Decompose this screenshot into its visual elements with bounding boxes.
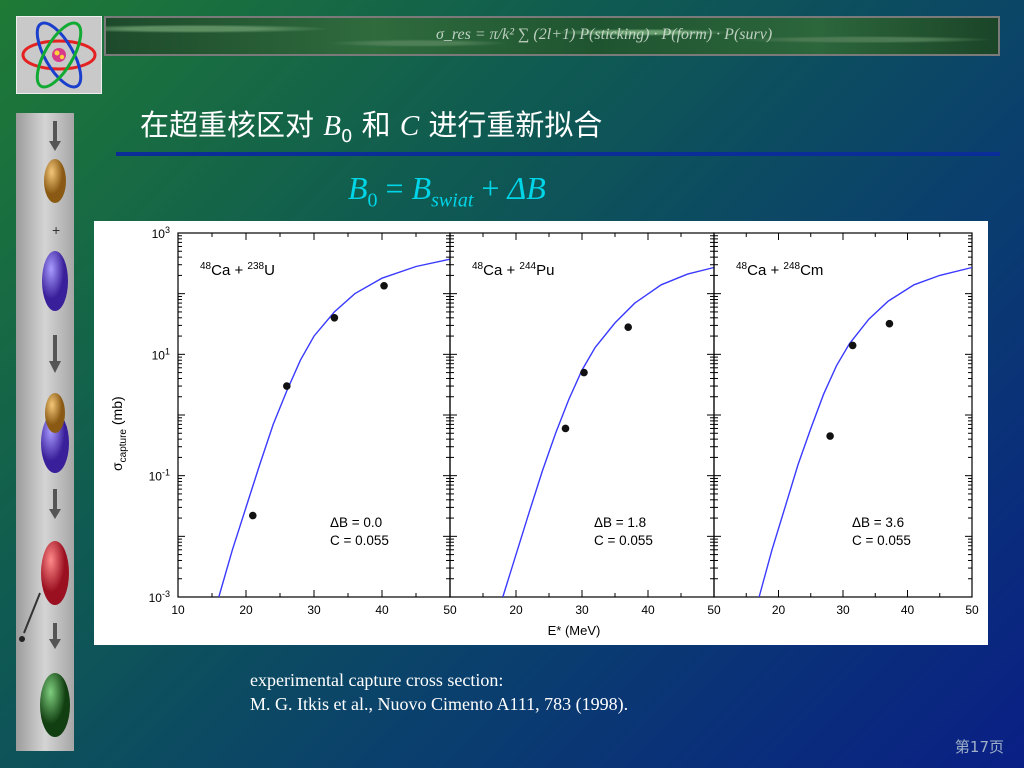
x-tick-label: 10 — [171, 603, 185, 617]
panel-frame-1 — [177, 232, 451, 598]
y-tick-label: 10-3 — [149, 589, 170, 605]
panel-frame-3 — [713, 232, 973, 598]
formula-lhs: B — [348, 170, 368, 206]
data-point — [885, 319, 894, 328]
reaction-label-1: 48Ca + 238U — [200, 261, 275, 279]
x-tick-label: 40 — [901, 603, 915, 617]
data-point — [826, 432, 834, 440]
model-curve-1 — [218, 258, 451, 598]
data-point — [249, 511, 257, 520]
x-tick-label: 40 — [375, 603, 389, 617]
x-tick-label: 50 — [707, 603, 721, 617]
c-value-label-1: C = 0.055 — [330, 533, 389, 548]
title-suffix: 进行重新拟合 — [428, 108, 603, 142]
formula-plus: + — [481, 170, 500, 206]
formula-lhs-sub: 0 — [367, 189, 378, 212]
atom-logo — [16, 16, 102, 94]
caption-line-1: experimental capture cross section: — [250, 670, 504, 690]
x-tick-label: 20 — [239, 603, 253, 617]
title-and: 和 — [361, 108, 391, 142]
b0-formula: B0 = Bswiat + ΔB — [348, 170, 546, 212]
title-prefix: 在超重核区对 — [140, 108, 315, 142]
x-tick-label: 20 — [772, 603, 786, 617]
c-value-label-2: C = 0.055 — [594, 533, 653, 548]
x-axis-label: E* (MeV) — [548, 623, 601, 638]
header-banner: σ_res = π/k² ∑ (2l+1) P(sticking) · P(fo… — [104, 16, 1000, 56]
decay-chain-graphic: + neutron — [2, 121, 70, 737]
title-b-subscript: 0 — [340, 125, 353, 147]
banner-formula: σ_res = π/k² ∑ (2l+1) P(sticking) · P(fo… — [436, 26, 773, 43]
formula-equals: = — [385, 170, 404, 206]
x-tick-label: 50 — [443, 603, 457, 617]
delta-b-label-3: ΔB = 3.6 — [852, 515, 904, 530]
slide-title: 在超重核区对 B0 和 C 进行重新拟合 — [140, 102, 602, 147]
formula-delta: ΔB — [507, 170, 546, 206]
data-point — [380, 281, 388, 290]
y-tick-label: 10-1 — [149, 468, 170, 484]
formula-rhs: B — [411, 170, 432, 206]
svg-text:+: + — [52, 222, 60, 238]
x-tick-label: 30 — [307, 603, 321, 617]
x-tick-label: 50 — [965, 603, 979, 617]
capture-cross-section-chart: 10 20 30 40 50 48Ca + 238U ΔB = 0.0 C = 0.055 20… — [109, 225, 979, 638]
reaction-label-2: 48Ca + 244Pu — [472, 261, 554, 279]
title-c-variable: C — [399, 110, 420, 142]
atom-icon — [21, 21, 97, 89]
formula-rhs-sub: swiat — [431, 189, 474, 212]
panel-frame-2 — [449, 232, 715, 598]
y-tick-label: 103 — [152, 225, 170, 241]
x-tick-label: 30 — [575, 603, 589, 617]
figure-caption: experimental capture cross section: M. G… — [250, 668, 628, 716]
model-curve-3 — [758, 266, 973, 598]
page-number: 第17页 — [954, 738, 1004, 756]
data-point — [848, 341, 857, 350]
delta-b-label-2: ΔB = 1.8 — [594, 515, 646, 530]
capture-cross-section-figure: 10 20 30 40 50 48Ca + 238U ΔB = 0.0 C = 0.055 20… — [94, 221, 988, 645]
arrow-icons — [49, 121, 61, 649]
c-value-label-3: C = 0.055 — [852, 533, 911, 548]
data-point — [580, 368, 588, 377]
caption-line-2: M. G. Itkis et al., Nuovo Cimento A111, … — [250, 694, 629, 714]
data-point — [330, 314, 339, 322]
data-point — [561, 424, 570, 433]
x-tick-label: 20 — [509, 603, 523, 617]
y-axis-label: σcapture (mb) — [109, 396, 129, 471]
data-point — [283, 382, 291, 390]
x-tick-label: 30 — [836, 603, 850, 617]
reaction-label-3: 48Ca + 248Cm — [736, 261, 823, 279]
y-tick-label: 101 — [152, 346, 170, 362]
delta-b-label-1: ΔB = 0.0 — [330, 515, 382, 530]
x-tick-label: 40 — [641, 603, 655, 617]
data-point — [624, 323, 632, 332]
title-divider — [116, 152, 1000, 156]
title-b-variable: B — [323, 110, 341, 142]
decay-chain-strip: + neutron — [2, 113, 74, 751]
